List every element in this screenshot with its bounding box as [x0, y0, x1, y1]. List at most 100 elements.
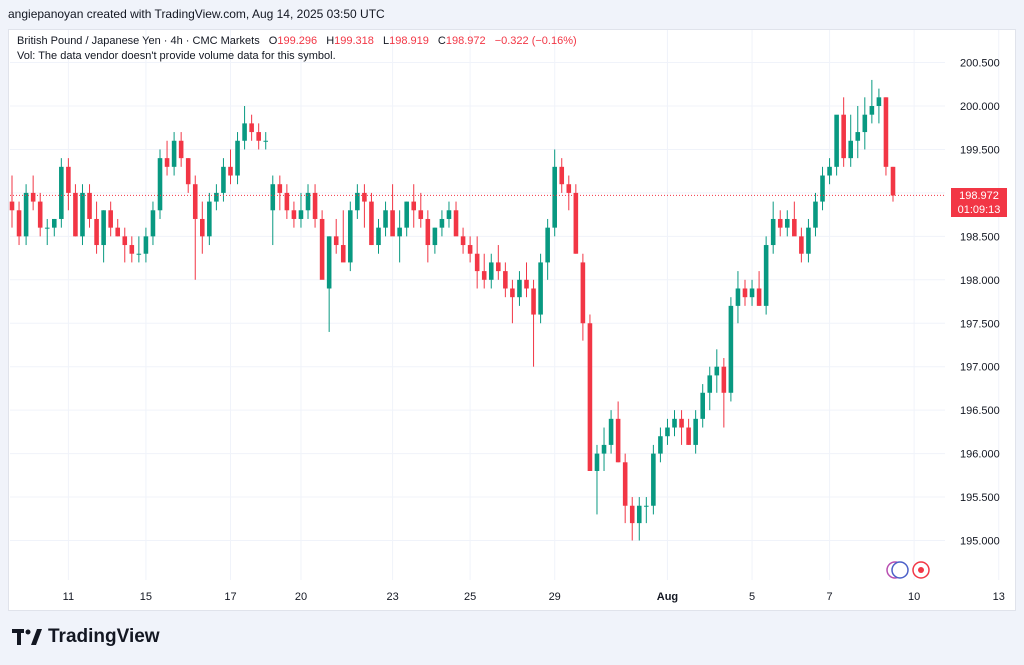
candle-body [855, 132, 861, 141]
candle-body [629, 505, 635, 524]
candle [658, 427, 663, 463]
last-price-value: 198.972 [959, 190, 999, 202]
candle-body [862, 114, 868, 133]
price-tick-label: 196.500 [960, 405, 1000, 417]
candle [143, 227, 149, 263]
candle-body [214, 192, 219, 202]
candle-body [305, 192, 311, 211]
candle [30, 175, 36, 211]
candle-body [481, 271, 487, 280]
candle [108, 201, 113, 237]
candle [418, 192, 424, 228]
candle-body [524, 279, 529, 289]
candle [157, 149, 163, 219]
candle-body [221, 166, 226, 193]
candle [178, 132, 184, 167]
candle-body [784, 218, 790, 228]
candle-body [679, 418, 684, 428]
candle [228, 149, 233, 185]
candle-body [23, 192, 29, 237]
candle-body [770, 218, 776, 246]
candle [23, 184, 29, 246]
candle [263, 132, 269, 150]
candle [249, 114, 254, 141]
candle-body [362, 192, 367, 202]
low-value: 198.919 [389, 35, 429, 47]
candle [552, 149, 557, 237]
candle [531, 279, 536, 367]
candle-body [651, 453, 656, 506]
candle [538, 253, 543, 324]
candle [496, 245, 501, 280]
candle [559, 158, 565, 193]
candle [636, 497, 642, 541]
candle-body [432, 227, 438, 246]
last-price-tag: 198.972 01:09:13 [951, 188, 1007, 217]
candle [214, 184, 219, 211]
candle-body [552, 166, 557, 228]
candle-body [876, 97, 882, 106]
candle [608, 410, 614, 454]
candle-body [517, 279, 522, 298]
price-tick-label: 197.000 [960, 362, 1000, 374]
candle-body [636, 505, 642, 524]
candle-body [756, 288, 762, 306]
symbol-name[interactable]: British Pound / Japanese Yen · 4h · CMC … [17, 35, 260, 47]
time-tick-label: 15 [140, 591, 152, 603]
time-tick-label: 10 [908, 591, 920, 603]
candle [862, 97, 868, 150]
time-tick-label: 13 [993, 591, 1005, 603]
candle-body [249, 123, 254, 133]
candle-body [326, 236, 332, 289]
candle [298, 192, 304, 228]
tradingview-logo[interactable]: TradingView [12, 626, 160, 648]
candle [94, 201, 99, 254]
candle-body [355, 192, 360, 211]
candle [9, 175, 15, 228]
candle-body [496, 262, 501, 272]
candle-body [143, 236, 149, 254]
candle [869, 79, 875, 124]
candle-body [115, 227, 121, 237]
candle-body [44, 227, 50, 229]
candle [37, 192, 43, 237]
candle [665, 418, 670, 445]
candle [594, 444, 600, 515]
candle-body [284, 192, 290, 211]
candle-body [615, 418, 621, 463]
candle-body [890, 166, 896, 196]
candle [799, 227, 804, 263]
candle-body [228, 166, 233, 176]
candle [369, 192, 374, 246]
candle [756, 271, 762, 306]
candle [362, 184, 367, 228]
candle [270, 175, 276, 246]
candle [834, 114, 839, 176]
candle [517, 271, 522, 306]
candle [439, 210, 445, 237]
candle-body [672, 418, 677, 428]
price-tick-label: 195.000 [960, 536, 1000, 548]
candle-body [460, 236, 466, 246]
candle-body [820, 175, 825, 202]
candle [587, 314, 593, 471]
candle [644, 497, 649, 524]
candle [207, 192, 212, 246]
candle [742, 279, 748, 306]
candle [51, 218, 57, 237]
candle [488, 253, 494, 289]
candle [66, 158, 71, 211]
candle-body [665, 427, 670, 437]
candle-body [298, 210, 304, 219]
candle [305, 184, 311, 219]
candle [749, 279, 755, 306]
candle-body [404, 201, 409, 228]
candle [312, 184, 318, 228]
candle-body [813, 201, 818, 228]
candle [474, 236, 480, 289]
candle-body [848, 140, 854, 159]
candle-body [510, 288, 515, 298]
candles [9, 79, 896, 541]
candle [601, 427, 607, 471]
